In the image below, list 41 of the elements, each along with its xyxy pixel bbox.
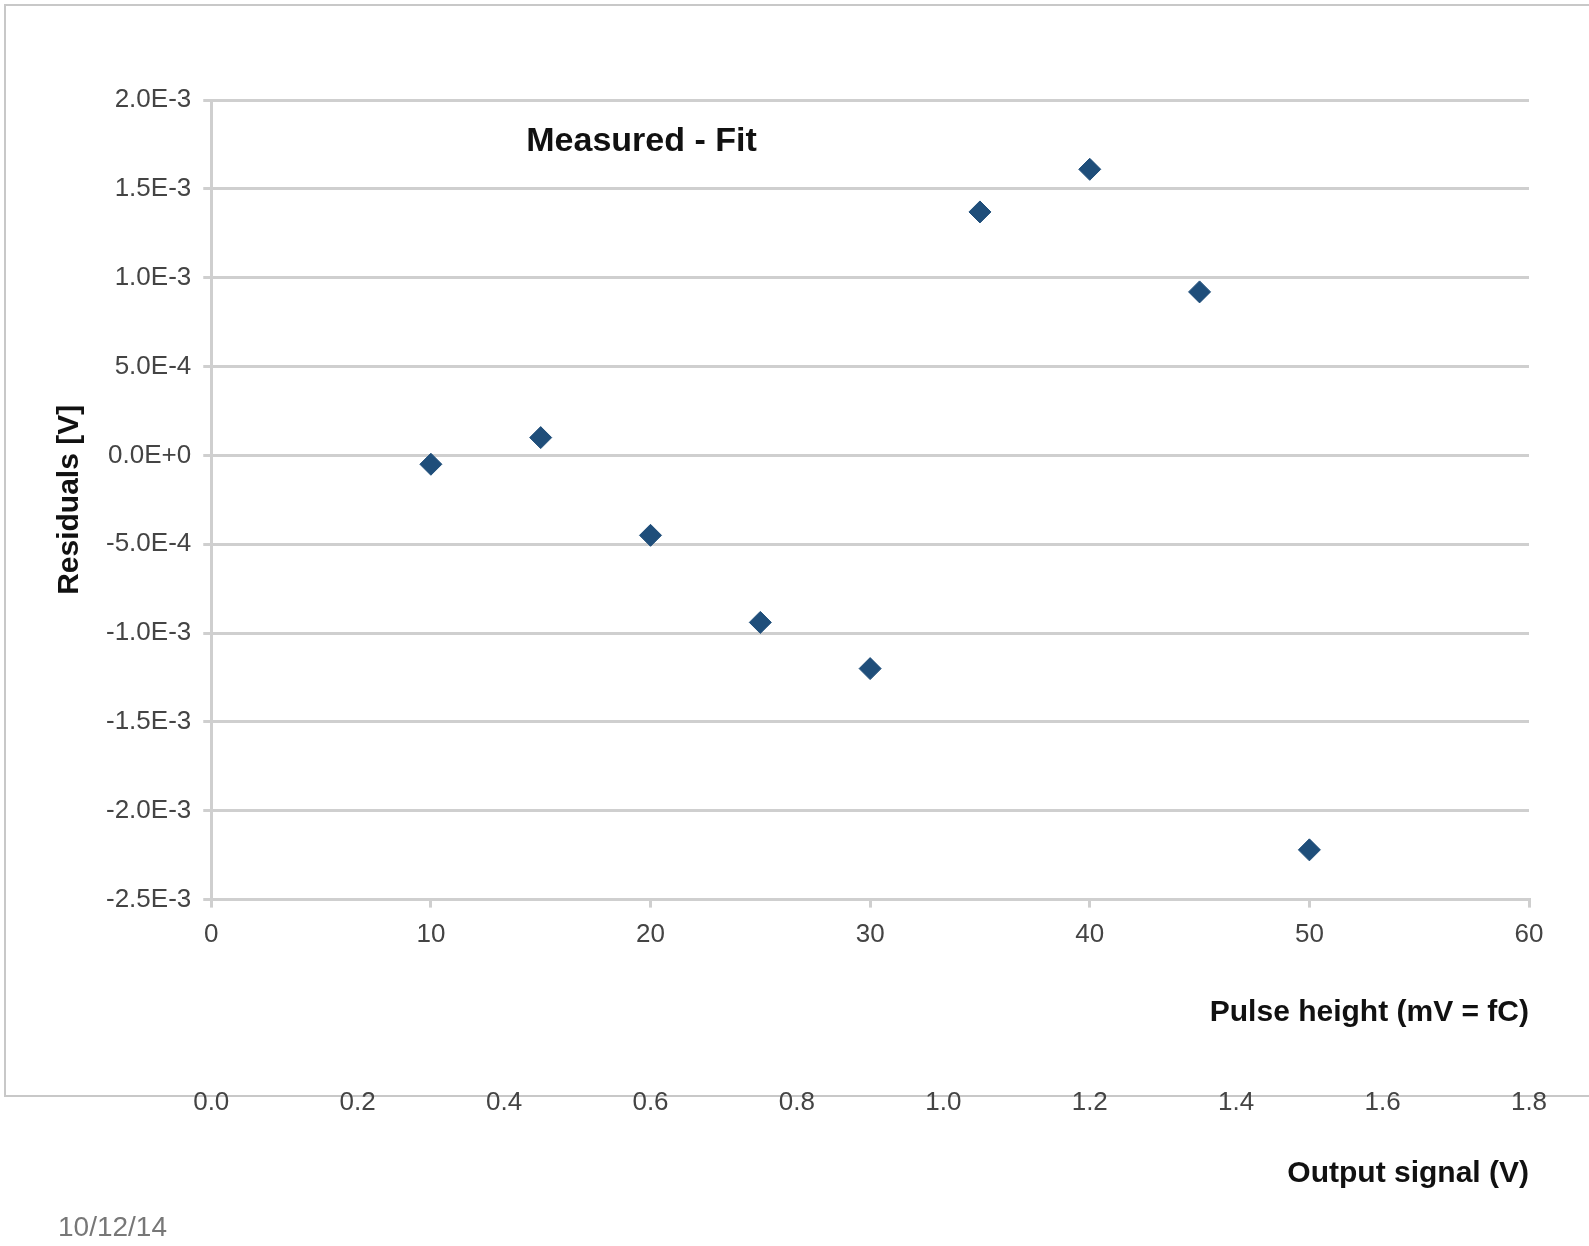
x2-tick-label: 1.2 [1071, 1085, 1108, 1116]
x-axis-title: Pulse height (mV = fC) [1209, 994, 1529, 1028]
x2-tick-label: 0.4 [486, 1085, 523, 1116]
x-tick-label: 30 [855, 918, 885, 949]
point [1078, 157, 1102, 181]
text: Measured - Fit [526, 120, 757, 159]
x2-tick-label: 0.6 [632, 1085, 669, 1116]
x-tick-label: 10 [416, 918, 446, 949]
y-axis-title: Residuals [V] [51, 404, 85, 595]
x2-tick-label: 0.2 [339, 1085, 376, 1116]
y-tick-label: -2.5E-3 [106, 882, 192, 913]
x-tick-label: 60 [1514, 918, 1544, 949]
point [1297, 838, 1321, 862]
x2-axis-title: Output signal (V) [1287, 1155, 1529, 1189]
point [858, 657, 882, 681]
point [1188, 280, 1212, 304]
y-tick-label: 1.0E-3 [114, 260, 192, 291]
point [968, 200, 992, 224]
x-tick-label: 0 [204, 918, 219, 949]
text: 10/12/14 [58, 1210, 167, 1242]
y-tick-label: -1.5E-3 [106, 705, 192, 736]
x2-tick-label: 1.6 [1364, 1085, 1401, 1116]
point [529, 426, 553, 450]
y-tick-label: -5.0E-4 [106, 527, 192, 558]
y-tick-label: 0.0E+0 [108, 438, 192, 469]
point [639, 523, 663, 547]
x2-tick-label: 1.0 [925, 1085, 962, 1116]
y-tick-label: 1.5E-3 [114, 172, 192, 203]
point [748, 610, 772, 634]
x-tick-label: 40 [1075, 918, 1105, 949]
x2-tick-label: 1.8 [1510, 1085, 1548, 1116]
x-tick-label: 20 [636, 918, 665, 949]
y-tick-label: 2.0E-3 [114, 83, 192, 114]
y-tick-label: 5.0E-4 [114, 349, 192, 380]
x2-tick-label: 0.0 [193, 1085, 230, 1116]
point [419, 452, 443, 476]
x2-tick-label: 1.4 [1218, 1085, 1255, 1116]
y-tick-label: -2.0E-3 [106, 793, 192, 824]
y-tick-label: -1.0E-3 [106, 616, 192, 647]
x2-tick-label: 0.8 [778, 1085, 815, 1116]
x-tick-label: 50 [1294, 918, 1324, 949]
